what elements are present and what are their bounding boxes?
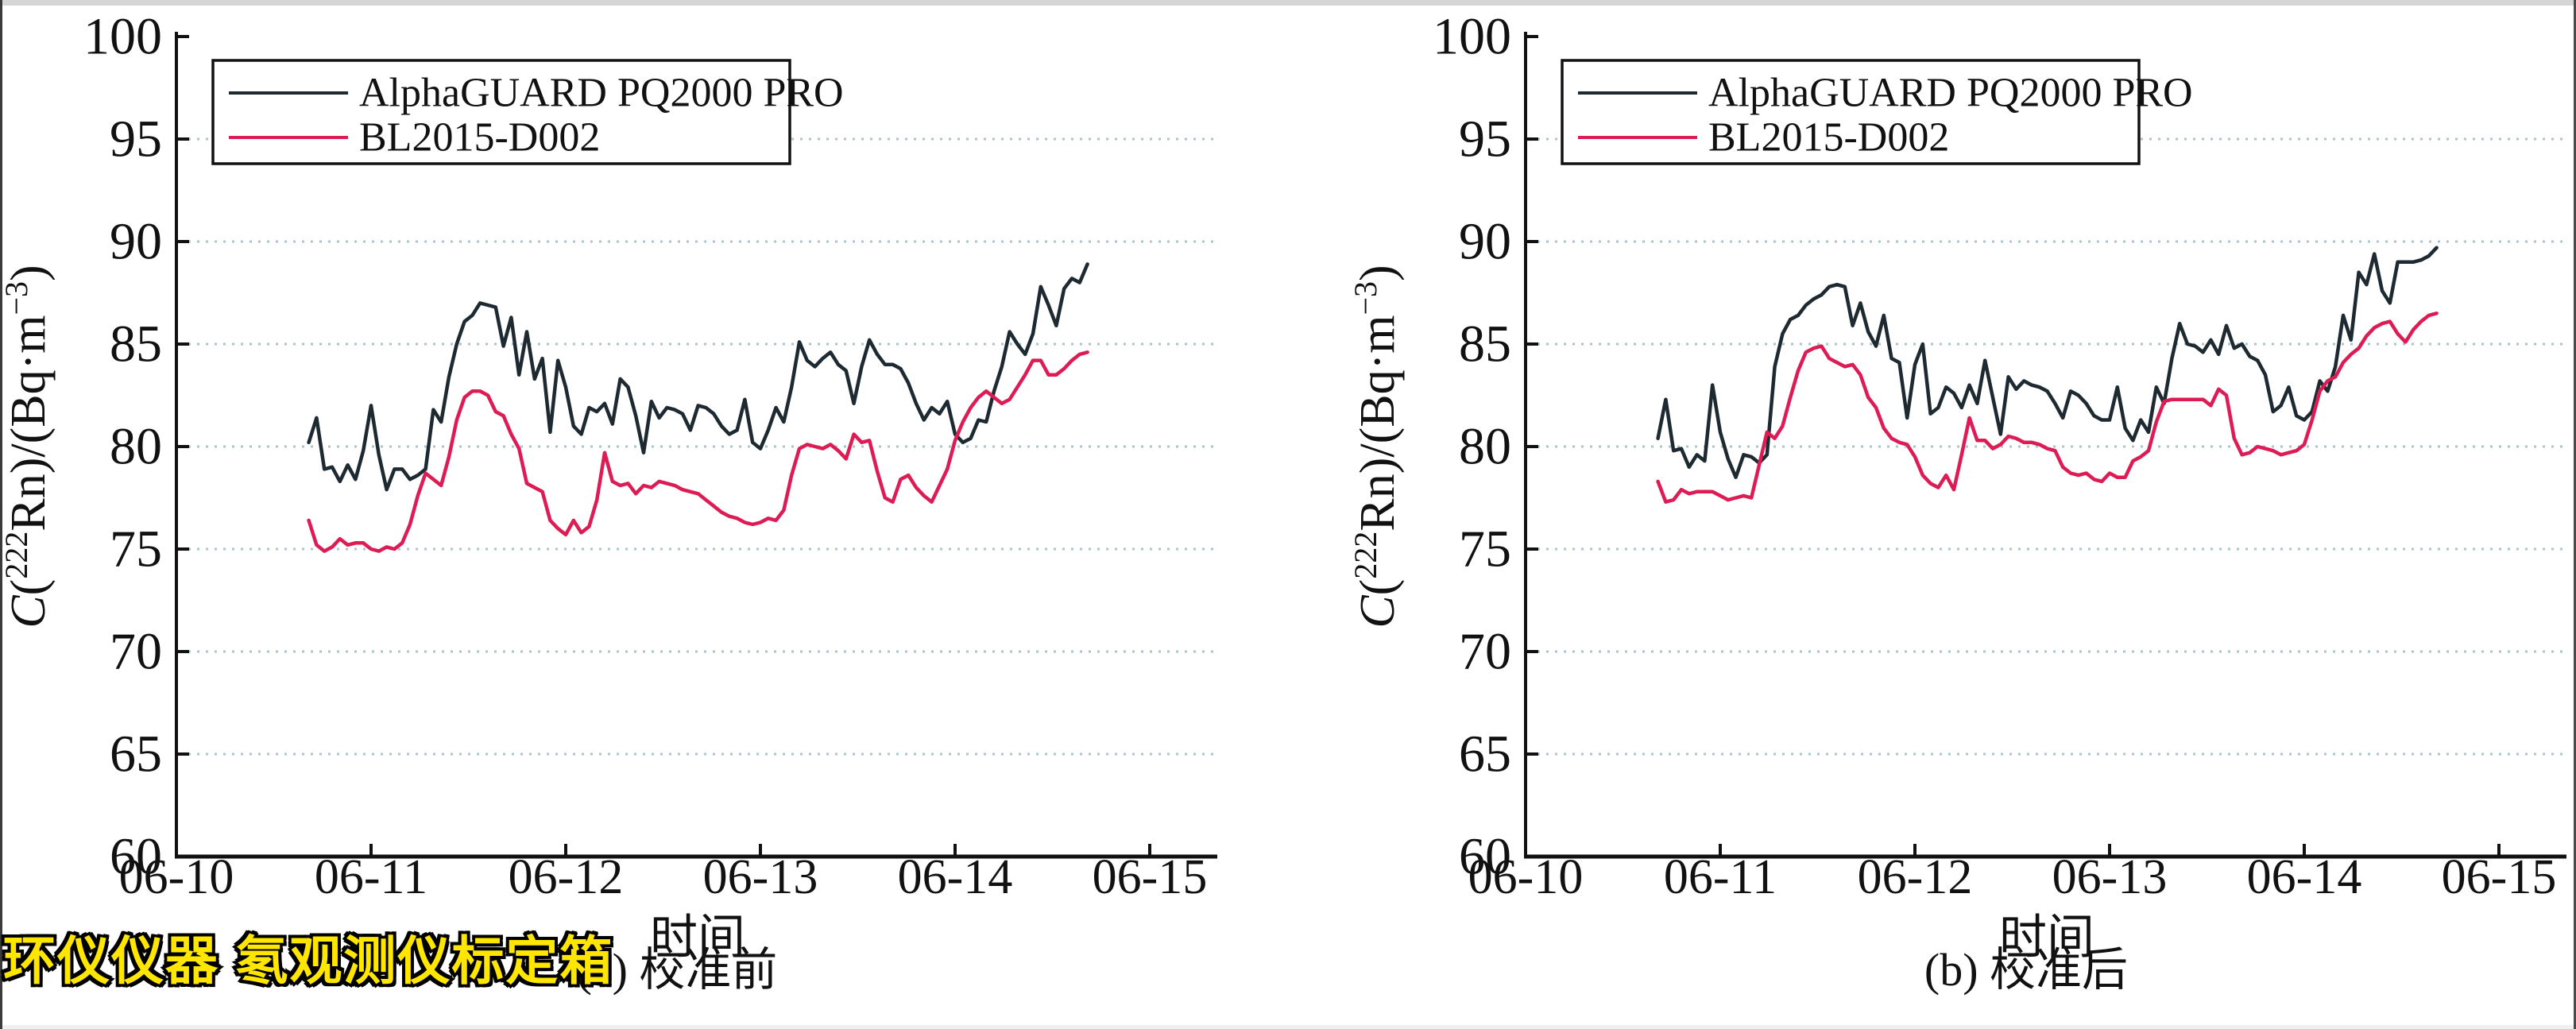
tick-marks (1526, 35, 2501, 857)
y-tick-label-65: 65 (110, 725, 162, 783)
legend-label: AlphaGUARD PQ2000 PRO (1708, 71, 2193, 116)
x-tick-label-06-10: 06-10 (1468, 850, 1584, 904)
y-tick-label-60: 60 (1459, 828, 1511, 886)
y-tick-label-95: 95 (1459, 110, 1511, 168)
x-tick-label-06-11: 06-11 (1664, 850, 1777, 904)
y-tick-label-75: 75 (1459, 520, 1511, 578)
tick-marks (176, 35, 1151, 857)
legend-label: BL2015-D002 (359, 115, 600, 161)
x-axis-title: 时间 (1999, 911, 2094, 964)
x-tick-label-06-13: 06-13 (703, 850, 818, 904)
x-tick-label-06-13: 06-13 (2052, 850, 2168, 904)
y-tick-label-80: 80 (1459, 418, 1511, 476)
x-tick-label-06-14: 06-14 (2247, 850, 2362, 904)
series-line-bl2015 (307, 350, 1089, 553)
legend-label: AlphaGUARD PQ2000 PRO (359, 71, 844, 116)
y-tick-label-90: 90 (110, 213, 162, 271)
chart-panel-a: 60 65 70 75 80 85 90 95 100 06-10 06-11 06-12 06-13 0… (0, 0, 1240, 1029)
chart-panel-b: 60 65 70 75 80 85 90 95 100 06-10 06-11 06-12 06-13 0… (1349, 0, 2576, 1029)
window-left-border (0, 0, 2, 1029)
vendor-watermark: 环仪仪器 氡观测仪标定箱 (0, 929, 614, 993)
y-tick-label-100: 100 (83, 8, 162, 66)
gridlines (180, 137, 1217, 756)
y-tick-label-100: 100 (1433, 8, 1511, 66)
y-tick-labels: 60 65 70 75 80 85 90 95 100 (83, 8, 162, 886)
x-tick-label-06-12: 06-12 (509, 850, 624, 904)
x-tick-label-06-12: 06-12 (1858, 850, 1973, 904)
y-axis-title: C(222Rn)/(Bq·m−3) (0, 265, 56, 628)
legend-box (211, 59, 791, 165)
panel-caption: (a) 校准前 (577, 944, 778, 996)
y-tick-label-70: 70 (110, 623, 162, 681)
y-tick-label-75: 75 (110, 520, 162, 578)
page-top-strip (0, 0, 2576, 6)
x-tick-label-06-11: 06-11 (315, 850, 427, 904)
x-tick-label-06-15: 06-15 (2442, 850, 2557, 904)
page-bottom-strip (0, 1025, 2576, 1029)
panel-caption: (b) 校准后 (1924, 944, 2128, 996)
x-tick-labels: 06-10 06-11 06-12 06-13 06-14 06-15 (119, 850, 1208, 904)
y-tick-label-85: 85 (1459, 315, 1511, 373)
legend-box (1561, 59, 2141, 165)
x-tick-label-06-14: 06-14 (898, 850, 1013, 904)
x-tick-label-06-10: 06-10 (119, 850, 234, 904)
series-line-bl2015 (1656, 311, 2439, 504)
y-axis-title: C(222Rn)/(Bq·m−3) (1349, 265, 1405, 628)
y-tick-label-70: 70 (1459, 623, 1511, 681)
y-tick-label-65: 65 (1459, 725, 1511, 783)
x-tick-labels: 06-10 06-11 06-12 06-13 06-14 06-15 (1468, 850, 2557, 904)
series-line-alphaguard (1656, 246, 2439, 479)
y-tick-label-95: 95 (110, 110, 162, 168)
gridlines (1529, 137, 2566, 756)
legend-label: BL2015-D002 (1708, 115, 1949, 161)
x-axis-title: 时间 (650, 911, 745, 964)
y-tick-labels: 60 65 70 75 80 85 90 95 100 (1433, 8, 1511, 886)
window-right-border (2574, 0, 2576, 1029)
y-tick-label-80: 80 (110, 418, 162, 476)
series-line-alphaguard (307, 262, 1089, 492)
x-tick-label-06-15: 06-15 (1093, 850, 1208, 904)
y-tick-label-90: 90 (1459, 213, 1511, 271)
y-tick-label-60: 60 (110, 828, 162, 886)
y-tick-label-85: 85 (110, 315, 162, 373)
